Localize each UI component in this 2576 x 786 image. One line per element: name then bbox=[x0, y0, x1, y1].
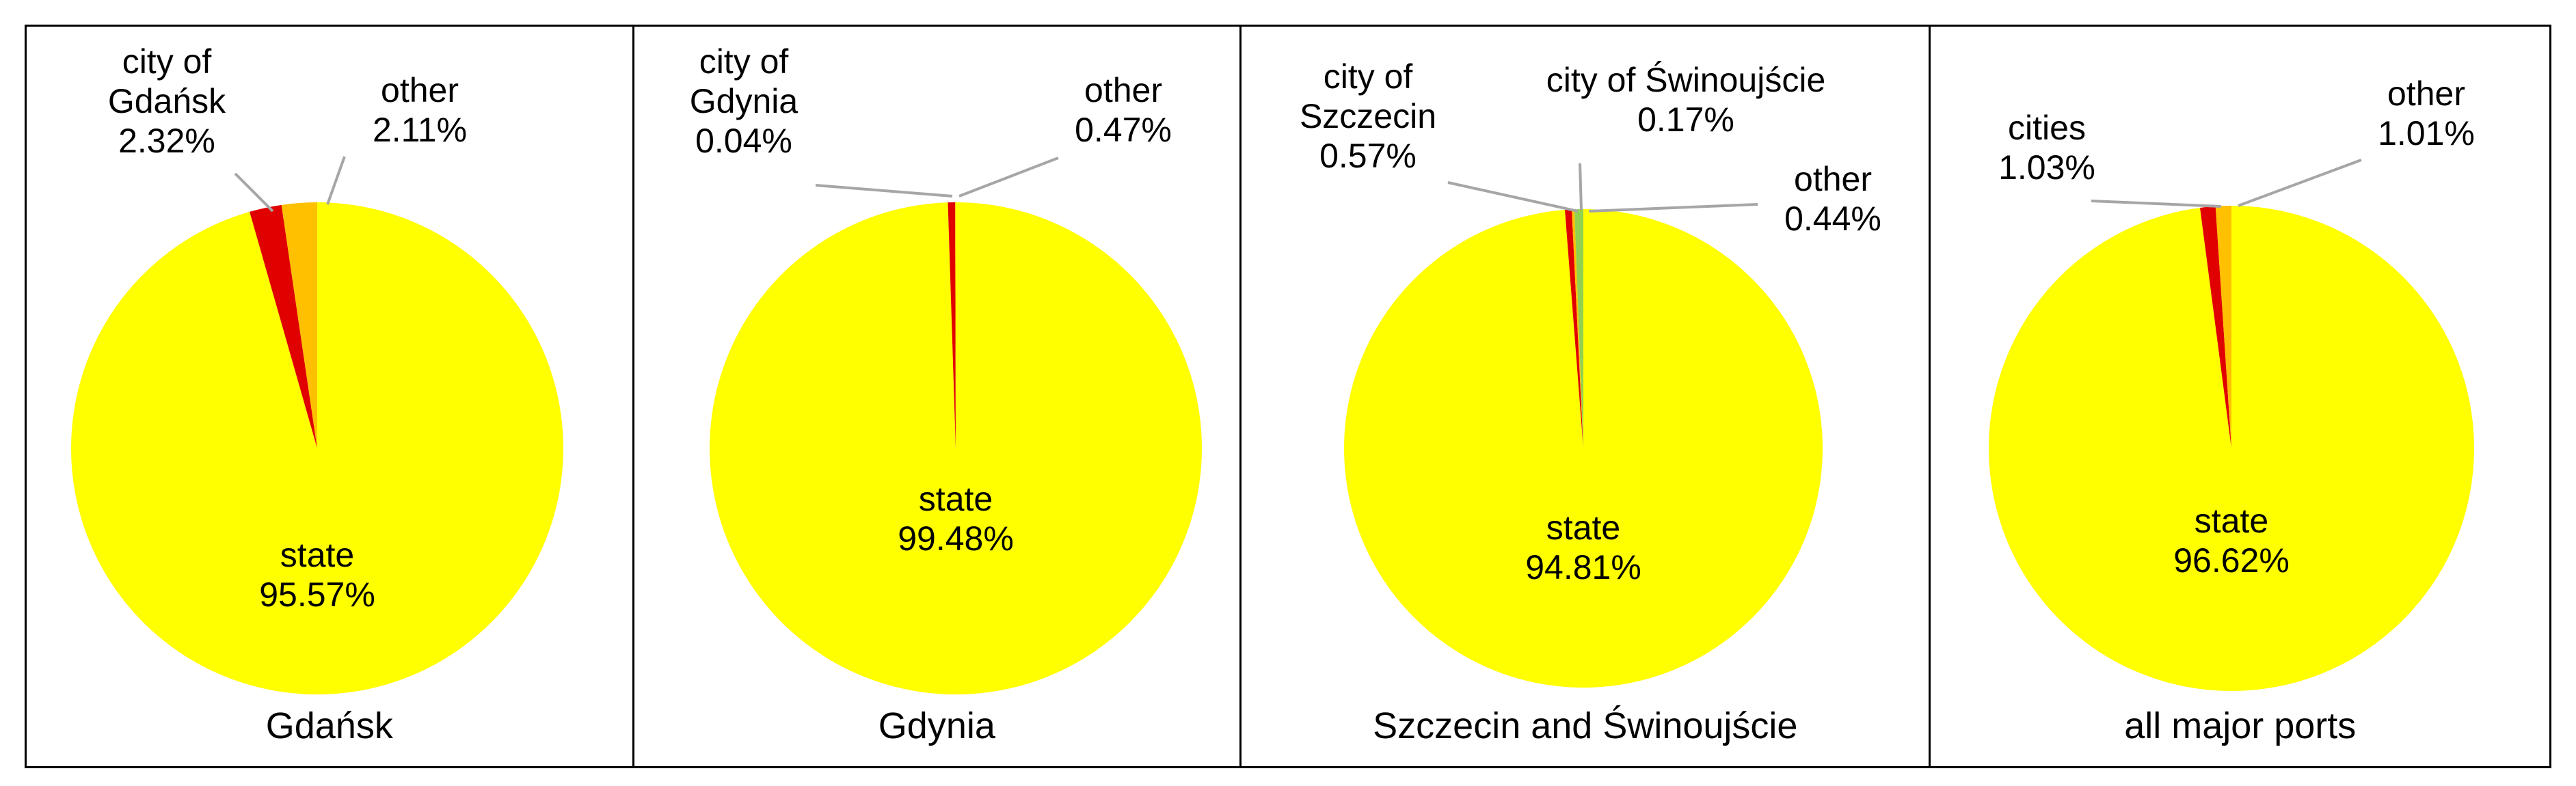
pie-panel-szczecin-swinoujscie: state 94.81% city of Szczecin 0.57% city of Ś… bbox=[1242, 27, 1931, 766]
data-label-other: other 0.47% bbox=[1075, 71, 1172, 149]
data-label-other: other 0.44% bbox=[1784, 160, 1881, 238]
pie-chart-szczecin-swinoujscie: state 94.81% city of Szczecin 0.57% city of Ś… bbox=[1300, 57, 1881, 688]
leader-line-other bbox=[2238, 159, 2363, 207]
panel-title-gdansk: Gdańsk bbox=[265, 705, 393, 746]
data-label-state: state 95.57% bbox=[259, 536, 375, 614]
pie-chart-gdansk: state 95.57% city of Gdańsk 2.32% other 2.11% bbox=[71, 42, 564, 695]
data-label-city-of-gdynia: city of Gdynia 0.04% bbox=[689, 42, 798, 160]
panel-title-all-major-ports: all major ports bbox=[2124, 705, 2357, 746]
pie-slice-other bbox=[1565, 209, 1584, 448]
leader-line-cities bbox=[2091, 200, 2222, 208]
data-label-city-of-gda-sk: city of Gdańsk 2.32% bbox=[108, 42, 226, 160]
leader-line-city-of-gda-sk bbox=[234, 172, 274, 213]
panel-title-szczecin-swinoujscie: Szczecin and Świnoujście bbox=[1373, 705, 1798, 746]
pie-slice-state bbox=[1344, 209, 1823, 688]
pie-slice-state bbox=[709, 202, 1202, 694]
pie-slice-other bbox=[948, 202, 956, 448]
pie-slice-cities bbox=[2216, 206, 2232, 448]
pie-slice-city-of-szczecin bbox=[1574, 209, 1584, 448]
pie-chart-gdynia: state 99.48% city of Gdynia 0.04% other 0.47% bbox=[689, 42, 1202, 694]
panel-title-gdynia: Gdynia bbox=[878, 705, 995, 746]
data-label-state: state 94.81% bbox=[1525, 509, 1641, 586]
pie-chart-figure: state 95.57% city of Gdańsk 2.32% other 2.11% … bbox=[25, 25, 2551, 768]
data-label-other: other 2.11% bbox=[373, 71, 467, 149]
leader-line-other bbox=[1589, 203, 1758, 213]
leader-line-other bbox=[326, 156, 346, 205]
leader-line-city-of-winouj-cie bbox=[1579, 163, 1583, 211]
pie-panel-gdynia: state 99.48% city of Gdynia 0.04% other 0.47% … bbox=[634, 27, 1242, 766]
pie-slice-other bbox=[2200, 206, 2232, 448]
data-label-city-of-winouj-cie: city of Świnoujście 0.17% bbox=[1546, 60, 1826, 139]
pie-slice-city-of-winouj-cie bbox=[1572, 209, 1584, 448]
pie-panel-all-major-ports: state 96.62% cities 1.03% other 1.01% all maj… bbox=[1931, 27, 2549, 766]
pie-panel-gdansk: state 95.57% city of Gdańsk 2.32% other 2.11% … bbox=[27, 27, 634, 766]
data-label-cities: cities 1.03% bbox=[1999, 109, 2096, 187]
pie-slice-other bbox=[250, 204, 317, 448]
leader-line-city-of-gdynia bbox=[815, 184, 952, 198]
leader-line-city-of-szczecin bbox=[1447, 181, 1579, 213]
pie-chart-all-major-ports: state 96.62% cities 1.03% other 1.01% bbox=[1989, 74, 2476, 691]
data-label-city-of-szczecin: city of Szczecin 0.57% bbox=[1300, 57, 1436, 175]
pie-slice-city-of-gdynia bbox=[954, 202, 956, 448]
data-label-state: state 99.48% bbox=[898, 480, 1014, 558]
pie-slice-state bbox=[71, 202, 564, 695]
data-label-state: state 96.62% bbox=[2174, 502, 2290, 580]
data-label-other: other 1.01% bbox=[2378, 74, 2476, 152]
pie-slice-city-of-gda-sk bbox=[281, 202, 317, 448]
leader-line-other bbox=[958, 157, 1059, 198]
